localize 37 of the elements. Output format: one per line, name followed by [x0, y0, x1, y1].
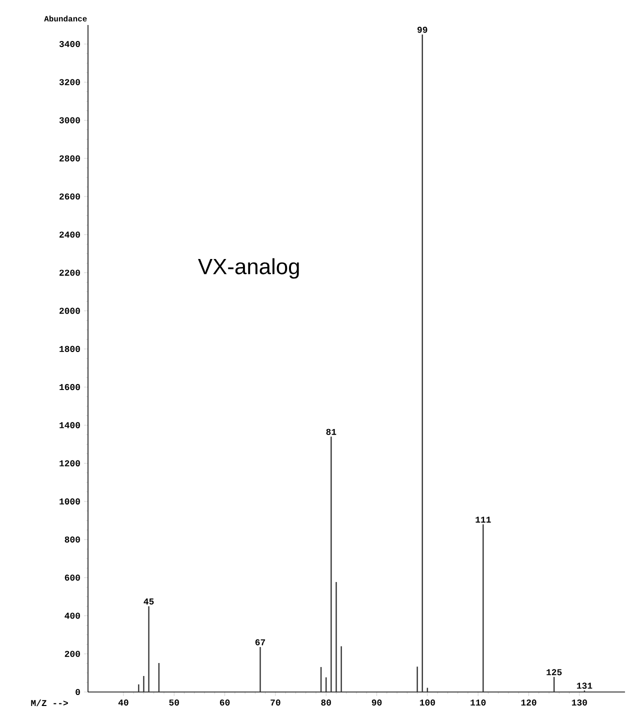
annotation: VX-analog [198, 258, 299, 279]
annotation: 99 [417, 26, 428, 33]
y-tick-label: 200 [64, 650, 80, 657]
annotation: 131 [577, 682, 592, 689]
x-tick-label: 50 [169, 699, 179, 706]
x-tick-label: 120 [521, 699, 536, 706]
annotation: 125 [546, 669, 562, 676]
y-tick-label: 1600 [60, 384, 80, 390]
y-tick-label: 600 [64, 574, 80, 581]
y-tick-label: 2200 [60, 270, 80, 276]
y-tick-label: 2600 [60, 193, 80, 200]
y-tick-label: 2000 [60, 308, 80, 314]
y-tick-label: 3200 [59, 79, 80, 86]
y-tick-label: 2800 [60, 155, 80, 162]
y-tick-label: 0 [76, 688, 80, 696]
annotation: 81 [326, 428, 336, 435]
x-tick-label: 60 [220, 699, 230, 706]
y-tick-label: 1400 [60, 422, 80, 428]
x-tick-label: 40 [118, 699, 128, 706]
y-tick-label: 3400 [59, 40, 80, 48]
y-tick-label: 1200 [60, 460, 80, 466]
y-tick-label: 3000 [59, 117, 80, 124]
y-tick-label: 1800 [60, 346, 80, 352]
x-tick-label: 100 [420, 699, 435, 706]
x-tick-label: 110 [470, 699, 486, 706]
y-tick-label: 800 [64, 536, 80, 543]
annotation: 111 [476, 516, 491, 523]
x-tick-label: 70 [270, 699, 280, 706]
annotation: 67 [255, 639, 266, 646]
annotation: 45 [144, 598, 154, 605]
y-tick-label: 2400 [60, 232, 80, 238]
y-tick-label: 1000 [60, 498, 80, 504]
x-tick-label: 80 [321, 699, 331, 706]
x-tick-label: 130 [572, 699, 587, 706]
y-tick-label: 400 [64, 612, 80, 619]
x-axis-title: M/Z --> [31, 699, 68, 706]
x-tick-label: 90 [372, 699, 382, 706]
